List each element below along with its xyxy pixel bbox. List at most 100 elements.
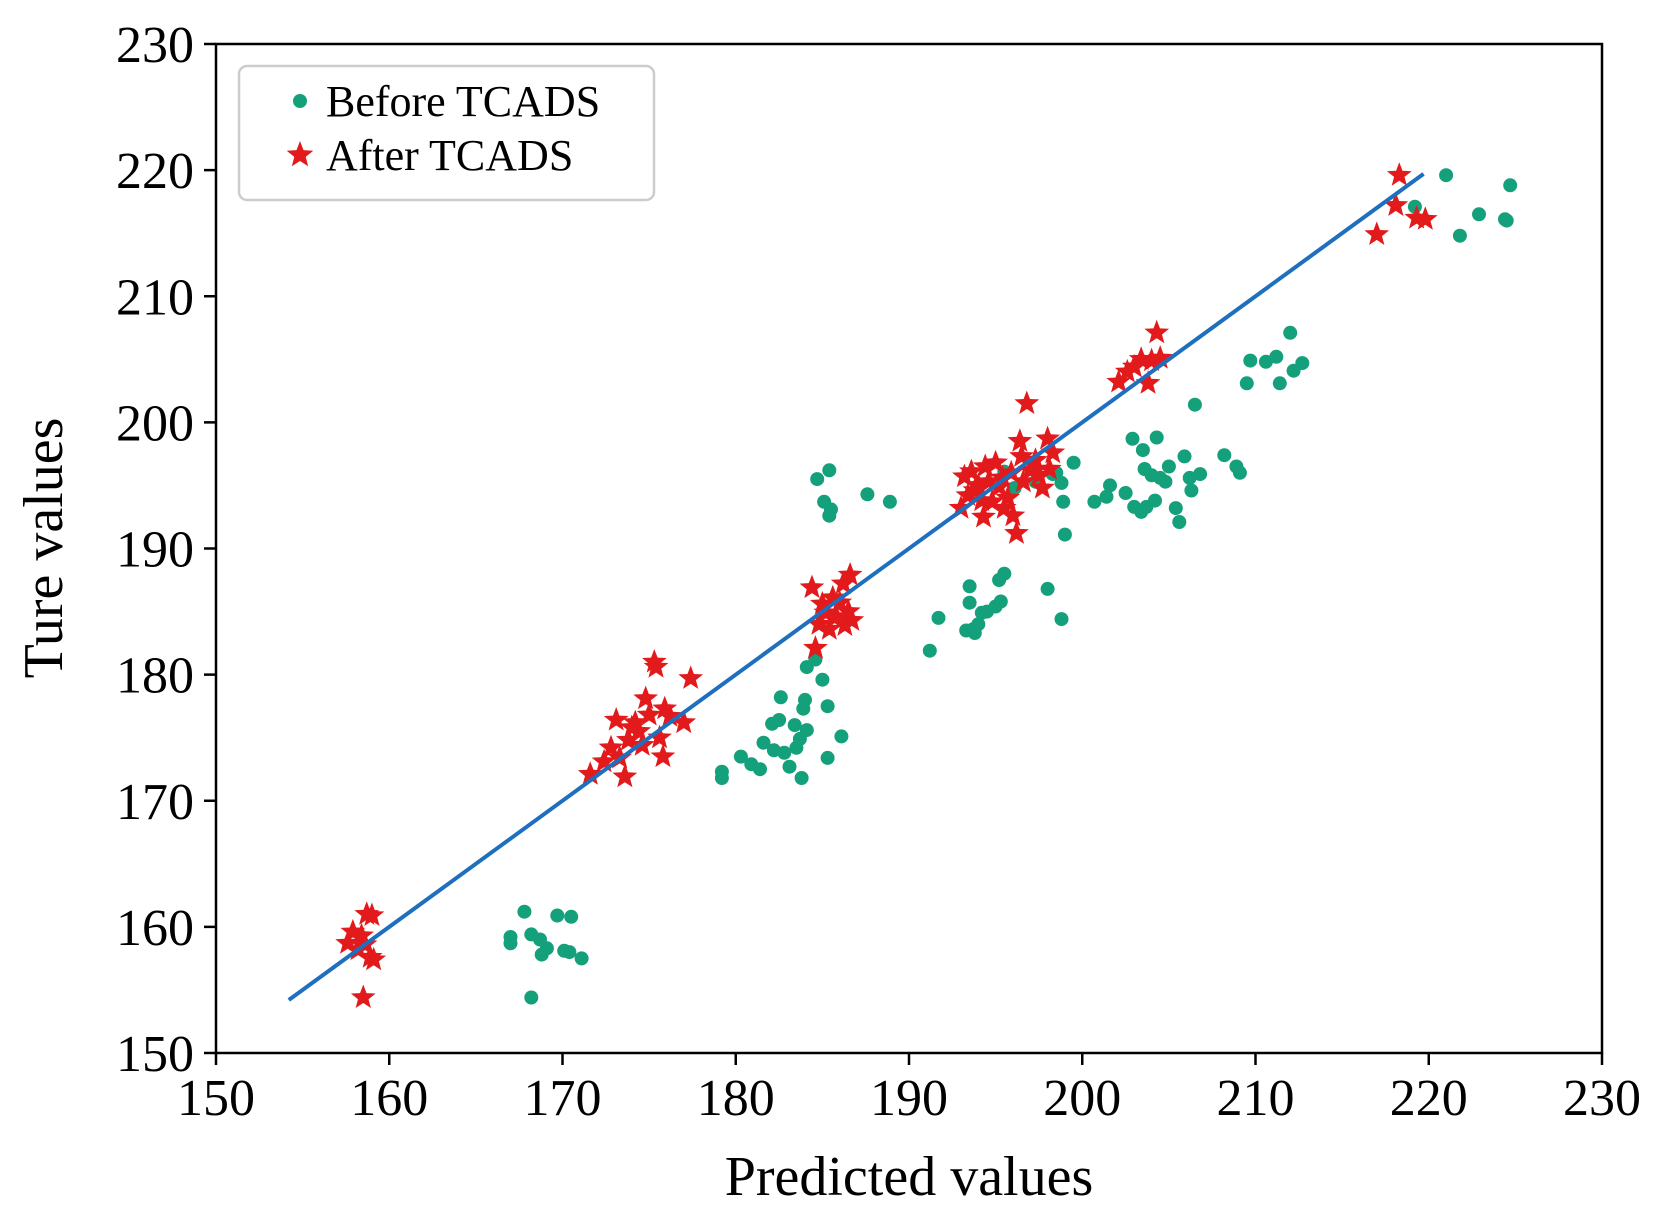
after-tcads-point — [990, 464, 1015, 489]
x-tick-label: 150 — [177, 1070, 255, 1127]
legend-marker-after-tcads — [286, 141, 314, 167]
after-tcads-point — [1114, 358, 1140, 383]
after-tcads-point — [955, 482, 981, 506]
before-tcads-point — [798, 692, 812, 707]
after-tcads-point — [577, 761, 603, 785]
before-tcads-point — [756, 735, 771, 750]
after-tcads-point — [810, 591, 835, 615]
legend: Before TCADS After TCADS — [237, 64, 656, 202]
before-tcads-point — [539, 941, 554, 956]
x-axis-ticks: 150 160 170 180 190 200 210 220 230 — [177, 1053, 1641, 1127]
after-tcads-point — [983, 449, 1008, 474]
before-tcads-point — [931, 610, 946, 625]
after-tcads-point — [839, 607, 865, 631]
before-tcads-point — [564, 909, 579, 924]
before-tcads-point — [1177, 449, 1192, 464]
before-tcads-point — [1232, 465, 1247, 480]
after-tcads-point — [678, 665, 704, 689]
before-tcads-point — [1184, 483, 1199, 498]
reference-line — [287, 172, 1425, 1002]
after-tcads-point — [671, 709, 697, 734]
after-tcads-point — [612, 763, 638, 788]
after-tcads-point — [799, 574, 825, 599]
before-tcads-point — [1161, 459, 1176, 474]
before-tcads-point — [1056, 494, 1071, 509]
before-tcads-point — [772, 713, 787, 727]
before-tcads-point — [1499, 213, 1514, 228]
after-tcads-point — [350, 984, 376, 1008]
after-tcads-point — [1135, 370, 1161, 394]
before-tcads-point — [1269, 349, 1284, 364]
before-tcads-point — [1439, 168, 1454, 183]
before-tcads-point — [753, 762, 767, 777]
before-tcads-point — [1125, 431, 1140, 446]
legend-label-after-tcads: After TCADS — [326, 131, 573, 180]
before-tcads-point — [1452, 228, 1467, 243]
y-tick-label: 190 — [116, 522, 194, 579]
before-tcads-point — [1057, 527, 1072, 542]
after-tcads-point — [1121, 353, 1147, 378]
before-tcads-point — [1087, 494, 1102, 509]
after-tcads-point — [633, 685, 658, 710]
after-tcads-point — [652, 695, 678, 720]
legend-marker-before-tcads — [293, 94, 307, 108]
after-tcads-point — [1383, 192, 1409, 216]
after-tcads-point — [1004, 520, 1029, 544]
before-tcads-point — [1103, 478, 1117, 493]
after-tcads-point — [1011, 468, 1036, 493]
before-tcads-point — [834, 729, 849, 744]
x-tick-label: 180 — [697, 1070, 775, 1127]
before-tcads-point — [1066, 455, 1081, 470]
after-tcads-point — [976, 468, 1002, 493]
before-tcads-point — [815, 672, 830, 687]
before-tcads-point — [1168, 501, 1183, 516]
before-tcads-point — [810, 472, 825, 487]
after-tcads-point — [1030, 475, 1055, 499]
after-tcads-point — [998, 459, 1024, 484]
y-axis-ticks: 150 160 170 180 190 200 210 220 230 — [116, 17, 216, 1083]
before-tcads-point — [993, 594, 1008, 609]
x-tick-label: 190 — [870, 1070, 948, 1127]
x-tick-label: 220 — [1390, 1070, 1468, 1127]
before-tcads-point — [860, 487, 875, 502]
before-tcads-point — [997, 566, 1012, 581]
after-tcads-point — [603, 707, 629, 731]
after-tcads-point — [991, 495, 1017, 519]
x-tick-label: 210 — [1217, 1070, 1295, 1127]
before-tcads-point — [1239, 376, 1254, 391]
y-tick-label: 210 — [116, 269, 194, 326]
before-tcads-point — [1472, 207, 1486, 222]
after-tcads-series — [335, 162, 1438, 1008]
after-tcads-point — [948, 495, 974, 519]
after-tcads-point — [1014, 390, 1040, 414]
before-tcads-point — [1295, 356, 1310, 371]
after-tcads-point — [1037, 456, 1062, 480]
before-tcads-point — [820, 750, 835, 765]
after-tcads-point — [827, 589, 853, 614]
after-tcads-point — [972, 453, 998, 477]
after-tcads-point — [1386, 162, 1412, 186]
after-tcads-point — [335, 930, 360, 954]
x-tick-label: 160 — [350, 1070, 428, 1127]
after-tcads-point — [643, 654, 669, 678]
after-tcads-point — [965, 472, 991, 496]
before-tcads-point — [524, 990, 539, 1005]
before-tcads-point — [1040, 581, 1055, 596]
x-tick-label: 170 — [524, 1070, 602, 1127]
legend-label-before-tcads: Before TCADS — [326, 77, 600, 126]
after-tcads-point — [837, 562, 863, 586]
after-tcads-point — [1035, 425, 1060, 450]
after-tcads-point — [1412, 206, 1438, 230]
before-tcads-point — [503, 936, 518, 951]
before-tcads-point — [550, 908, 565, 923]
before-tcads-point — [882, 494, 897, 509]
after-tcads-point — [1144, 319, 1170, 344]
after-tcads-point — [1139, 347, 1164, 372]
before-tcads-point — [1172, 515, 1187, 529]
before-tcads-point — [1149, 430, 1164, 445]
after-tcads-point — [806, 611, 832, 635]
before-tcads-point — [822, 463, 837, 478]
before-tcads-point — [1054, 475, 1069, 490]
before-tcads-point — [820, 699, 835, 714]
